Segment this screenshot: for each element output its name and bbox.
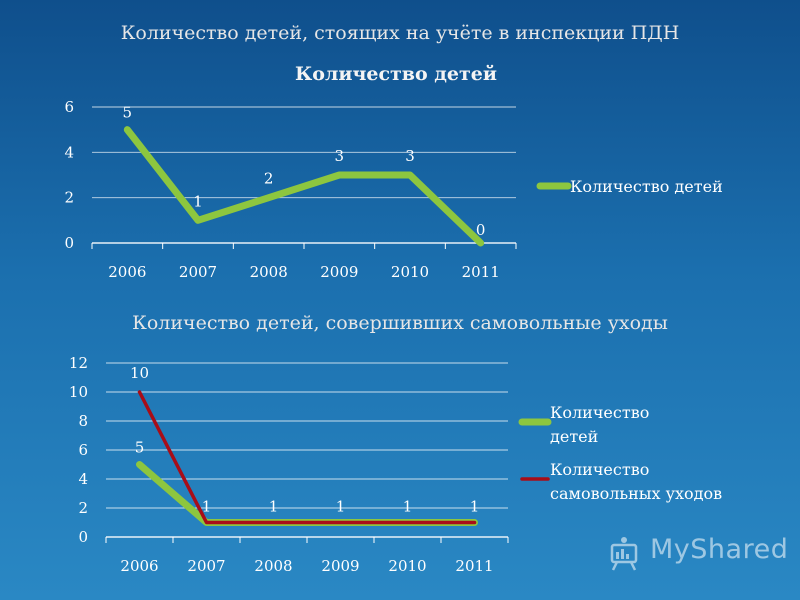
myshared-logo-icon <box>610 537 638 571</box>
data-label: 3 <box>335 147 345 165</box>
chart-2-heading: Количество детей, совершивших самовольны… <box>132 312 668 334</box>
y-tick-label: 2 <box>78 499 88 517</box>
y-tick-label: 4 <box>78 470 88 488</box>
x-tick-label: 2009 <box>320 263 358 281</box>
x-tick-label: 2010 <box>391 263 429 281</box>
y-tick-label: 10 <box>69 383 88 401</box>
y-tick-label: 0 <box>64 234 74 252</box>
data-label: 1 <box>336 498 346 516</box>
data-label: 1 <box>193 192 203 210</box>
y-tick-label: 6 <box>64 98 74 116</box>
y-tick-label: 2 <box>64 189 74 207</box>
y-tick-label: 8 <box>78 412 88 430</box>
chart-children-count: Количество детей 5 1 2 3 3 0 0 2 4 6 2006 2007 200… <box>64 63 723 281</box>
data-label: 10 <box>130 364 149 382</box>
y-tick-label: 0 <box>78 528 88 546</box>
y-tick-label: 4 <box>64 143 74 161</box>
x-tick-label: 2008 <box>254 557 292 575</box>
x-tick-label: 2010 <box>388 557 426 575</box>
x-tick-label: 2007 <box>187 557 225 575</box>
y-tick-label: 12 <box>69 354 88 372</box>
chart-title: Количество детей <box>295 63 497 85</box>
legend-label: Количество самовольных уходов <box>550 460 722 503</box>
y-tick-label: 6 <box>78 441 88 459</box>
data-label: 2 <box>264 170 274 188</box>
data-label: 5 <box>135 439 145 457</box>
x-tick-label: 2011 <box>455 557 493 575</box>
legend-label: Количество детей <box>570 177 723 196</box>
myshared-logo-text: MyShared <box>650 534 789 565</box>
legend-label: Количество детей <box>550 403 649 446</box>
x-tick-label: 2007 <box>179 263 217 281</box>
slide-title: Количество детей, стоящих на учёте в инс… <box>120 22 680 44</box>
data-label: 0 <box>476 221 486 239</box>
data-label: 5 <box>123 104 133 122</box>
x-tick-label: 2008 <box>250 263 288 281</box>
x-tick-label: 2009 <box>321 557 359 575</box>
data-label: 1 <box>470 498 480 516</box>
x-tick-label: 2006 <box>108 263 146 281</box>
chart-runaways: 5 10 1 1 1 1 1 0 2 4 6 8 10 12 2006 2007 2008 2009 2010 2… <box>69 354 722 575</box>
data-label: 3 <box>405 147 415 165</box>
series-line <box>137 390 477 525</box>
data-label: 1 <box>202 498 212 516</box>
x-tick-label: 2011 <box>462 263 500 281</box>
series-line <box>123 126 485 247</box>
data-label: 1 <box>269 498 279 516</box>
data-label: 1 <box>403 498 413 516</box>
x-tick-label: 2006 <box>120 557 158 575</box>
